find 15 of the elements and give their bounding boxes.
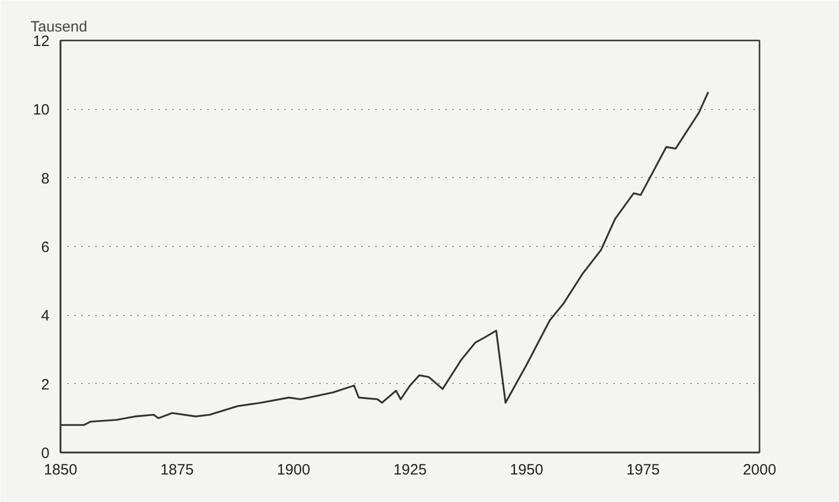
x-tick-label: 1925 (393, 462, 427, 478)
x-tick-label: 1875 (160, 462, 194, 478)
y-tick-label: 10 (32, 102, 50, 119)
y-tick-label: 4 (41, 308, 50, 325)
x-tick-label: 1950 (510, 462, 544, 478)
x-tick-label: 1900 (276, 462, 310, 478)
y-tick-label: 12 (32, 33, 50, 50)
x-tick-label: 1975 (626, 462, 660, 478)
y-tick-label: 8 (41, 170, 50, 188)
x-tick-label: 2000 (742, 462, 776, 478)
y-tick-label: 6 (41, 239, 50, 256)
y-axis-title: Tausend (30, 18, 88, 36)
y-tick-label: 0 (41, 445, 50, 462)
x-tick-label: 1850 (44, 462, 78, 478)
y-tick-label: 2 (41, 376, 50, 394)
